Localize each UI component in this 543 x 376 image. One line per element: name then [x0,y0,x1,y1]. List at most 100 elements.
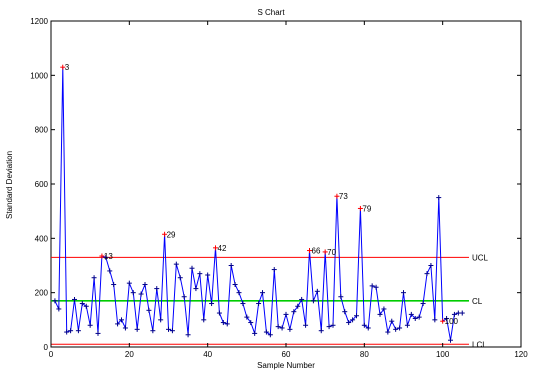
data-point [103,254,109,260]
data-point [107,268,113,274]
data-point [185,332,191,338]
point-annotation-label: 13 [104,252,113,261]
data-point [416,314,422,320]
data-point [228,263,234,268]
data-point [444,315,450,321]
y-tick-label: 600 [35,180,49,189]
data-point [318,328,324,334]
x-tick-label: 120 [514,350,528,359]
out-of-control-point [307,248,312,254]
y-tick-label: 200 [35,289,49,298]
data-point [346,320,352,326]
data-point [142,282,148,288]
data-point [181,294,187,300]
data-point [91,275,97,281]
data-point [209,301,215,307]
data-point [52,298,58,304]
y-tick-label: 0 [44,343,49,352]
data-point [283,311,289,317]
data-point [295,303,301,309]
data-point [240,301,246,307]
point-annotation-label: 29 [167,230,176,239]
data-point [134,326,140,332]
data-point [275,324,281,330]
data-point [428,263,434,268]
data-point [111,282,117,288]
data-point [79,301,85,307]
data-point [373,284,379,290]
data-point [424,271,430,277]
data-point [365,325,371,331]
series-markers [52,64,465,343]
data-point [130,290,136,296]
data-point [197,271,203,277]
data-point [326,324,332,330]
data-point [75,328,81,334]
point-annotation-label: 73 [339,192,348,201]
data-point [189,265,195,271]
data-point [436,195,442,201]
data-point [303,322,309,328]
point-annotation-label: 100 [445,317,459,326]
out-of-control-point [334,193,340,199]
data-point [256,301,262,307]
data-point [263,329,269,335]
plot-area [50,20,522,348]
out-of-control-point [440,318,446,324]
data-point [56,306,62,312]
y-tick-label: 1000 [30,71,48,80]
data-point [459,310,465,316]
x-tick-label: 60 [282,350,291,359]
out-of-control-point [322,249,328,255]
data-point [248,320,254,326]
data-point [220,320,226,326]
data-point [271,267,277,273]
data-point [412,315,418,321]
x-tick-label: 80 [360,350,369,359]
control-limit-lcl-label: LCL [472,340,487,349]
data-point [420,301,426,307]
data-point [232,282,238,288]
data-point [287,326,293,332]
data-point [389,318,395,324]
data-point [260,290,265,296]
data-point [350,317,356,323]
x-tick-label: 40 [203,350,212,359]
y-axis-title: Standard Deviation [5,151,14,219]
data-point [338,294,344,300]
data-point [87,322,93,328]
out-of-control-point [162,231,168,237]
data-point [310,298,316,304]
data-point [201,317,207,323]
y-tick-label: 1200 [30,17,48,26]
data-point [193,286,199,292]
y-tick-label: 800 [35,126,49,135]
data-point [72,296,77,302]
data-point [451,311,457,317]
data-point [95,330,101,336]
data-point [342,309,348,315]
data-point [267,332,273,338]
data-point [158,317,164,323]
data-point [401,290,406,296]
out-of-control-point [60,64,66,70]
point-annotation-label: 79 [362,204,371,213]
x-tick-label: 0 [49,350,54,359]
data-point [408,311,414,317]
data-point [115,321,121,327]
data-point [177,275,183,281]
data-point [330,322,336,328]
chart-title: S Chart [257,8,285,17]
data-point [291,309,297,315]
data-point [361,322,367,328]
data-point [166,326,171,332]
data-point [224,321,230,327]
data-point [252,330,258,336]
data-point [244,314,250,320]
out-of-control-point [213,245,218,251]
data-point [393,326,399,332]
data-point [126,280,132,286]
data-point [119,317,124,323]
